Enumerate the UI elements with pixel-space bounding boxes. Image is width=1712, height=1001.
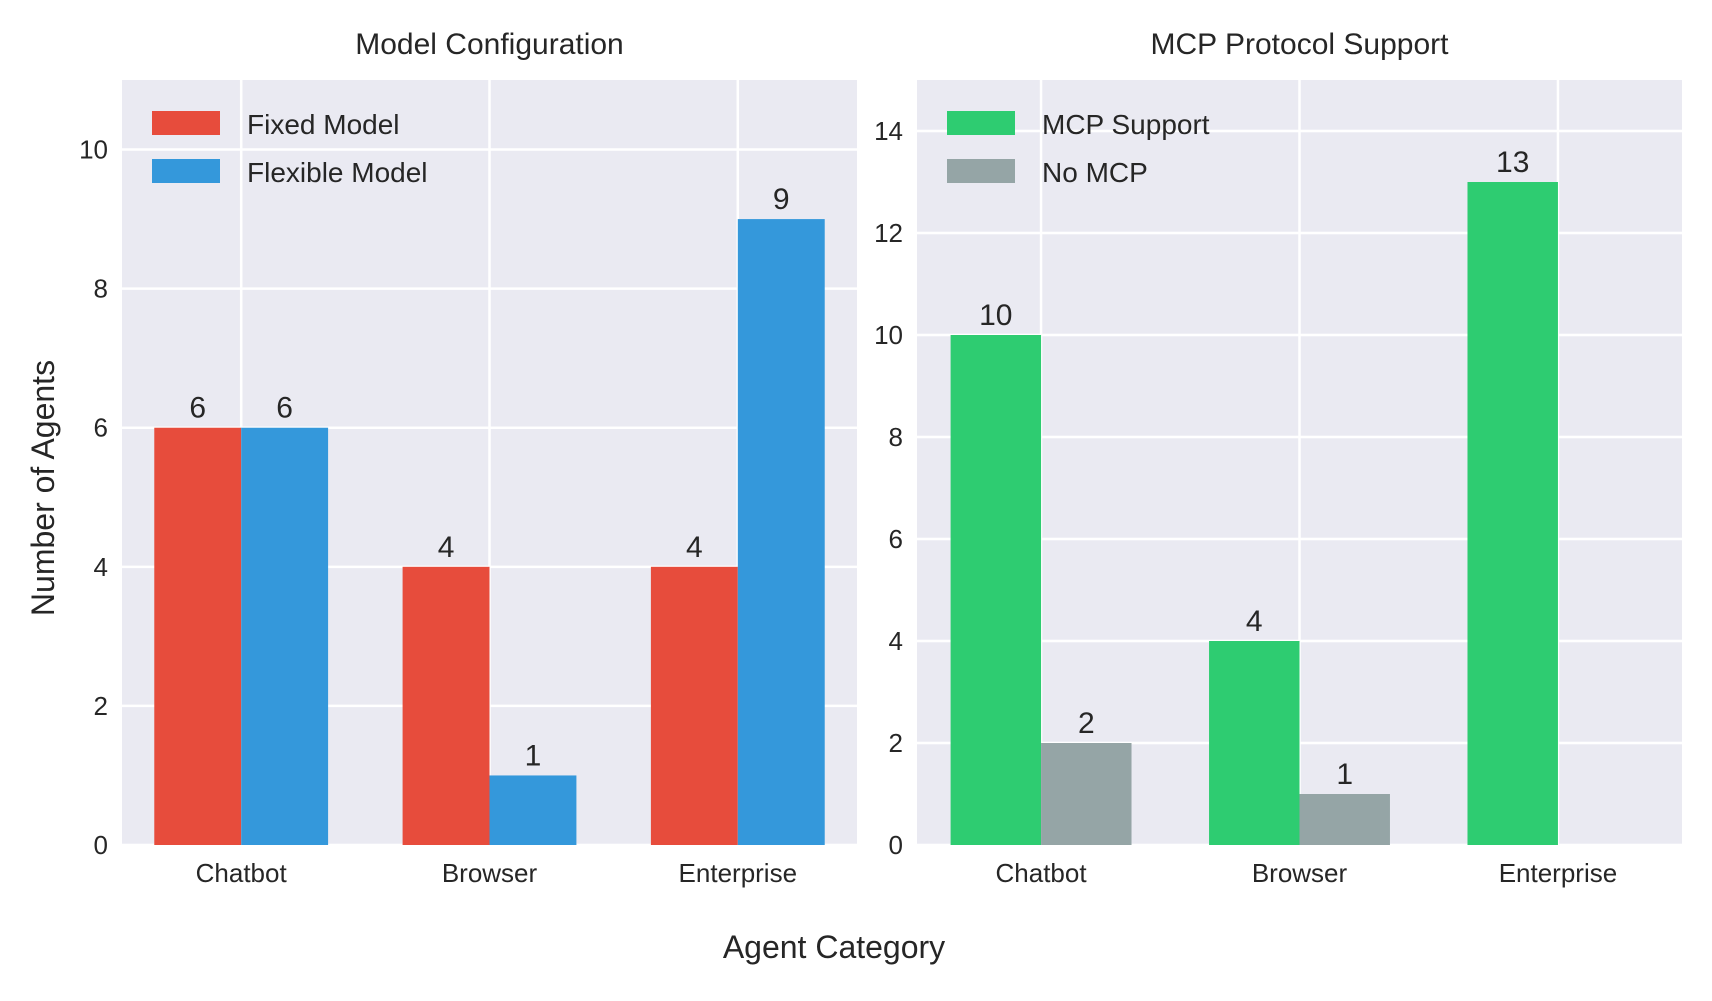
data-label: 1: [1336, 758, 1353, 791]
y-tick-label: 10: [874, 320, 903, 350]
data-label: 2: [1078, 707, 1095, 740]
data-label: 6: [189, 392, 206, 425]
figure-xlabel: Agent Category: [723, 929, 945, 965]
y-tick-label: 2: [889, 728, 903, 758]
y-tick-label: 8: [94, 274, 108, 304]
data-label: 4: [1246, 605, 1263, 638]
x-tick-label: Browser: [1252, 858, 1348, 888]
y-tick-label: 6: [94, 413, 108, 443]
y-tick-label: 0: [889, 830, 903, 860]
legend-label: Fixed Model: [247, 109, 400, 140]
legend-swatch: [947, 111, 1015, 135]
y-tick-label: 8: [889, 422, 903, 452]
y-tick-label: 4: [889, 626, 903, 656]
y-tick-label: 12: [874, 218, 903, 248]
data-label: 6: [276, 392, 293, 425]
x-tick-label: Enterprise: [679, 858, 798, 888]
bar-flexible-model: [489, 775, 577, 845]
legend-label: No MCP: [1042, 157, 1148, 188]
figure-ylabel: Number of Agents: [25, 360, 61, 616]
data-label: 1: [525, 739, 542, 772]
data-label: 4: [686, 531, 703, 564]
bar-fixed-model: [154, 427, 242, 845]
y-tick-label: 4: [94, 552, 108, 582]
subplot-1: 0 2 4 6 8 10 Chatbot Browser Enterprise 6 4 4 6 1 9 Mod…: [79, 28, 857, 888]
legend-label: MCP Support: [1042, 109, 1210, 140]
data-label: 4: [438, 531, 455, 564]
data-label: 10: [979, 299, 1012, 332]
y-tick-label: 14: [874, 116, 903, 146]
x-tick-label: Chatbot: [196, 858, 288, 888]
bar-mcp-support: [1209, 641, 1300, 845]
subplot-title: Model Configuration: [355, 28, 624, 61]
data-label: 9: [773, 183, 790, 216]
legend-swatch: [947, 159, 1015, 183]
x-tick-label: Chatbot: [996, 858, 1088, 888]
bar-fixed-model: [402, 566, 490, 845]
bar-mcp-support: [1467, 182, 1558, 845]
data-label: 13: [1496, 146, 1529, 179]
y-tick-label: 10: [79, 135, 108, 165]
y-tick-label: 6: [889, 524, 903, 554]
bar-flexible-model: [737, 219, 825, 845]
bar-no-mcp: [1299, 794, 1390, 845]
y-tick-label: 0: [94, 830, 108, 860]
bar-no-mcp: [1041, 743, 1132, 845]
legend-label: Flexible Model: [247, 157, 428, 188]
x-tick-label: Browser: [442, 858, 538, 888]
y-tick-label: 2: [94, 691, 108, 721]
bar-flexible-model: [241, 427, 329, 845]
bar-fixed-model: [650, 566, 738, 845]
bar-mcp-support: [950, 335, 1042, 845]
legend-swatch: [152, 111, 220, 135]
legend-swatch: [152, 159, 220, 183]
subplot-title: MCP Protocol Support: [1151, 28, 1450, 61]
x-tick-label: Enterprise: [1499, 858, 1618, 888]
